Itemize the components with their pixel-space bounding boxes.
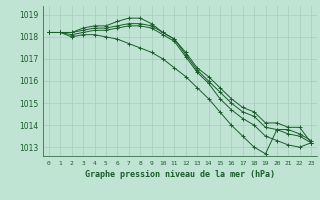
X-axis label: Graphe pression niveau de la mer (hPa): Graphe pression niveau de la mer (hPa) <box>85 170 275 179</box>
